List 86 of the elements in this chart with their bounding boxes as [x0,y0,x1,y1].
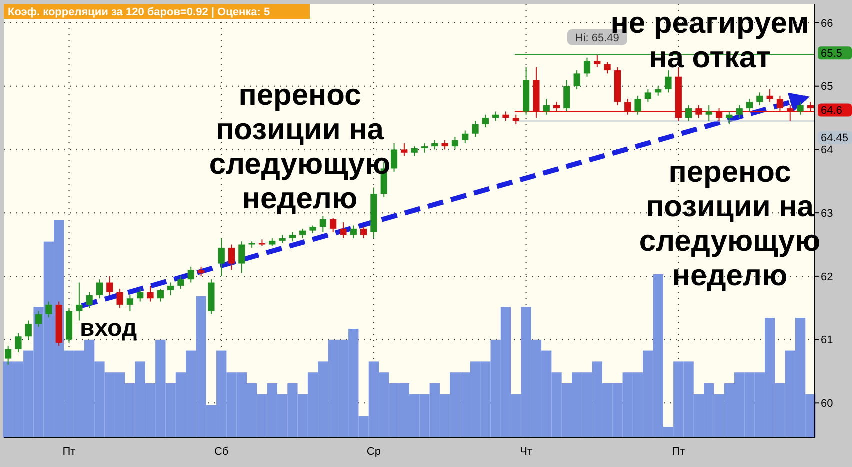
candlestick [35,310,42,328]
candlestick [350,225,357,239]
ref-line-label: 64.6 [821,105,842,118]
candlestick [564,80,570,112]
candlestick [157,288,164,302]
candlestick [797,102,804,116]
candlestick [472,120,479,138]
candlestick [594,54,601,68]
candlestick [492,111,500,122]
y-tick-label: 60 [821,398,834,410]
candlestick [421,142,428,154]
x-tick-label: Пт [62,446,76,458]
candlestick [655,86,662,96]
title-banner: Коэф. корреляции за 120 баров=0.92 | Оценка: 5 [4,4,310,19]
candlestick [198,266,205,277]
candlestick [126,294,134,312]
candlestick [776,95,784,112]
candlestick [5,346,12,366]
candlestick [543,98,550,116]
candlestick [168,282,174,296]
ref-line-label: 64.45 [821,132,849,145]
candlestick [482,114,489,128]
candlestick [218,238,225,277]
x-tick-label: Чт [520,446,532,458]
candlestick [25,320,32,340]
candlestick [116,288,124,309]
candlestick [320,216,326,233]
chart-title: Коэф. корреляции за 120 баров=0.92 | Оценка: 5 [8,6,270,18]
candlestick [137,288,144,302]
candlestick [462,130,469,144]
candlestick [716,108,723,122]
candlestick [502,111,510,122]
annotation: вход [80,315,138,342]
annotation: перенос позиции на следующую неделю [209,79,391,216]
y-tick-label: 66 [821,18,834,30]
ref-line-label: 65.5 [821,48,842,60]
candlestick [736,104,743,119]
candlestick [442,140,448,150]
candlestick [686,104,692,122]
y-tick-label: 64 [821,144,834,157]
candlestick [96,279,104,300]
candlestick [86,292,93,309]
candlestick [238,241,246,274]
candlestick [644,89,652,103]
candlestick [584,57,591,78]
candlestick [15,332,22,353]
candlestick [289,232,296,242]
y-tick-label: 61 [821,334,834,347]
candlestick [228,244,236,271]
candlestick [360,226,368,239]
candlestick [574,70,580,90]
candlestick [147,285,154,302]
candlestick [401,142,408,157]
candlestick [411,146,418,157]
candlestick [178,276,184,290]
candlestick [746,98,754,112]
candlestick [330,218,337,233]
candlestick [432,140,438,150]
candlestick [766,89,774,103]
candlestick [46,301,52,318]
candlestick [604,62,611,74]
candlestick [807,102,814,112]
candlestick [726,111,733,125]
candlestick [106,276,114,296]
candlestick [696,104,702,119]
candlestick [756,92,764,106]
candlestick [390,142,398,172]
candlestick [340,222,347,239]
y-tick-label: 65 [821,81,834,94]
candlestick [188,266,194,284]
y-tick-label: 63 [821,208,834,220]
x-tick-label: Сб [214,446,229,458]
candlestick [624,98,632,116]
candlestick [706,104,712,122]
candlestick [300,228,306,239]
candlestick [76,282,83,322]
candlestick [452,136,459,150]
annotation: Hi: 65.49 [575,32,620,44]
candlestick [512,114,520,125]
y-tick-label: 62 [821,271,834,284]
x-tick-label: Пт [672,446,686,458]
candlestick [553,102,560,112]
candlestick [665,70,672,94]
candlestick [787,104,794,122]
x-tick-label: Ср [366,446,381,458]
candlestick [634,95,642,116]
